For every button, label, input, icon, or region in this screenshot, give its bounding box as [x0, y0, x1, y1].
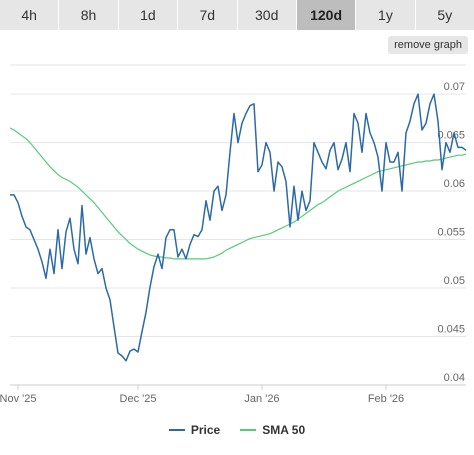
sma-50-line	[9, 127, 467, 260]
chart-legend: Price SMA 50	[0, 420, 474, 440]
y-tick-label: 0.07	[444, 81, 465, 93]
y-tick-label: 0.045	[437, 324, 465, 336]
tab-1d[interactable]: 1d	[119, 0, 179, 30]
legend-item-price[interactable]: Price	[168, 423, 221, 437]
sma-swatch	[240, 429, 257, 431]
tab-5y[interactable]: 5y	[437, 7, 453, 23]
legend-label-price: Price	[190, 423, 221, 437]
x-tick-label: Feb '26	[368, 393, 404, 405]
tab-4h[interactable]: 4h	[0, 0, 60, 30]
legend-item-sma[interactable]: SMA 50	[240, 423, 305, 437]
price-swatch	[168, 429, 185, 431]
y-tick-label: 0.05	[444, 275, 465, 287]
x-tick-label: Dec '25	[120, 393, 157, 405]
x-tick-label: Nov '25	[0, 393, 36, 405]
tab-8h[interactable]: 8h	[59, 0, 119, 30]
legend-label-sma: SMA 50	[262, 423, 306, 437]
y-tick-label: 0.06	[444, 178, 465, 190]
y-tick-label: 0.04	[444, 372, 465, 384]
y-tick-label: 0.065	[437, 130, 465, 142]
x-tick-label: Jan '26	[244, 393, 279, 405]
tab-7d[interactable]: 7d	[178, 0, 238, 30]
price-chart: 0.04 0.045 0.05 0.055 0.06 0.065 0.07 Nov '25 De…	[0, 64, 467, 405]
price-line	[10, 93, 467, 362]
y-tick-label: 0.055	[437, 227, 465, 239]
tab-1y[interactable]: 1y	[356, 0, 416, 30]
tab-30d[interactable]: 30d	[238, 0, 297, 30]
remove-graph-button[interactable]: remove graph	[388, 36, 468, 54]
tab-120d[interactable]: 120d	[296, 0, 357, 30]
timeframe-tabs: 4h 8h 1d 7d 30d 120d 1y 5y	[0, 0, 474, 30]
